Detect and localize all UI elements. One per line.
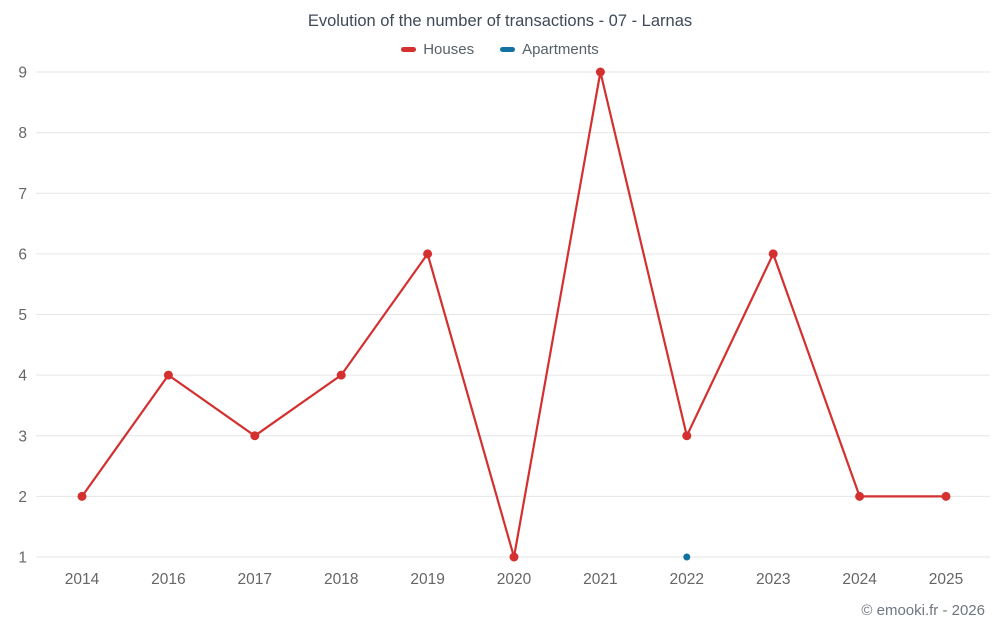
y-axis-tick-label: 9 xyxy=(18,65,27,82)
x-axis-tick-label: 2025 xyxy=(929,571,963,588)
y-axis-tick-label: 5 xyxy=(18,307,27,324)
x-axis-tick-label: 2024 xyxy=(842,571,877,588)
attribution-text: © emooki.fr - 2026 xyxy=(861,602,985,619)
data-point-houses[interactable] xyxy=(336,370,346,380)
data-point-houses[interactable] xyxy=(250,431,260,441)
y-axis-tick-label: 6 xyxy=(18,246,27,263)
x-axis-tick-label: 2022 xyxy=(670,571,704,588)
data-point-apartments[interactable] xyxy=(683,553,691,561)
data-point-houses[interactable] xyxy=(941,491,951,501)
x-axis-tick-label: 2023 xyxy=(756,571,790,588)
y-axis-tick-label: 2 xyxy=(18,489,27,506)
houses-legend-label: Houses xyxy=(423,41,475,58)
x-axis-tick-label: 2017 xyxy=(238,571,272,588)
houses-legend-marker-icon xyxy=(401,47,417,52)
chart-legend: Houses Apartments xyxy=(0,41,1000,58)
apartments-legend-marker-icon xyxy=(500,47,516,52)
data-point-houses[interactable] xyxy=(595,67,605,77)
data-point-houses[interactable] xyxy=(423,249,433,259)
x-axis-tick-label: 2018 xyxy=(324,571,358,588)
data-point-houses[interactable] xyxy=(768,249,778,259)
x-axis-tick-label: 2019 xyxy=(410,571,444,588)
y-axis-tick-label: 8 xyxy=(18,125,27,142)
apartments-legend-label: Apartments xyxy=(522,41,599,58)
y-axis-tick-label: 1 xyxy=(18,550,27,567)
x-axis-tick-label: 2016 xyxy=(151,571,185,588)
data-point-houses[interactable] xyxy=(509,552,519,562)
data-point-houses[interactable] xyxy=(682,431,692,441)
legend-item-houses[interactable]: Houses xyxy=(401,41,474,58)
x-axis-tick-label: 2014 xyxy=(65,571,100,588)
data-point-houses[interactable] xyxy=(77,491,87,501)
y-axis-tick-label: 7 xyxy=(18,186,27,203)
x-axis-tick-label: 2020 xyxy=(497,571,532,588)
x-axis-tick-label: 2021 xyxy=(583,571,617,588)
y-axis-tick-label: 3 xyxy=(18,428,27,445)
chart-title: Evolution of the number of transactions … xyxy=(307,12,693,30)
data-point-houses[interactable] xyxy=(855,491,865,501)
data-point-houses[interactable] xyxy=(163,370,173,380)
legend-item-apartments[interactable]: Apartments xyxy=(500,41,599,58)
y-axis-tick-label: 4 xyxy=(18,368,27,385)
